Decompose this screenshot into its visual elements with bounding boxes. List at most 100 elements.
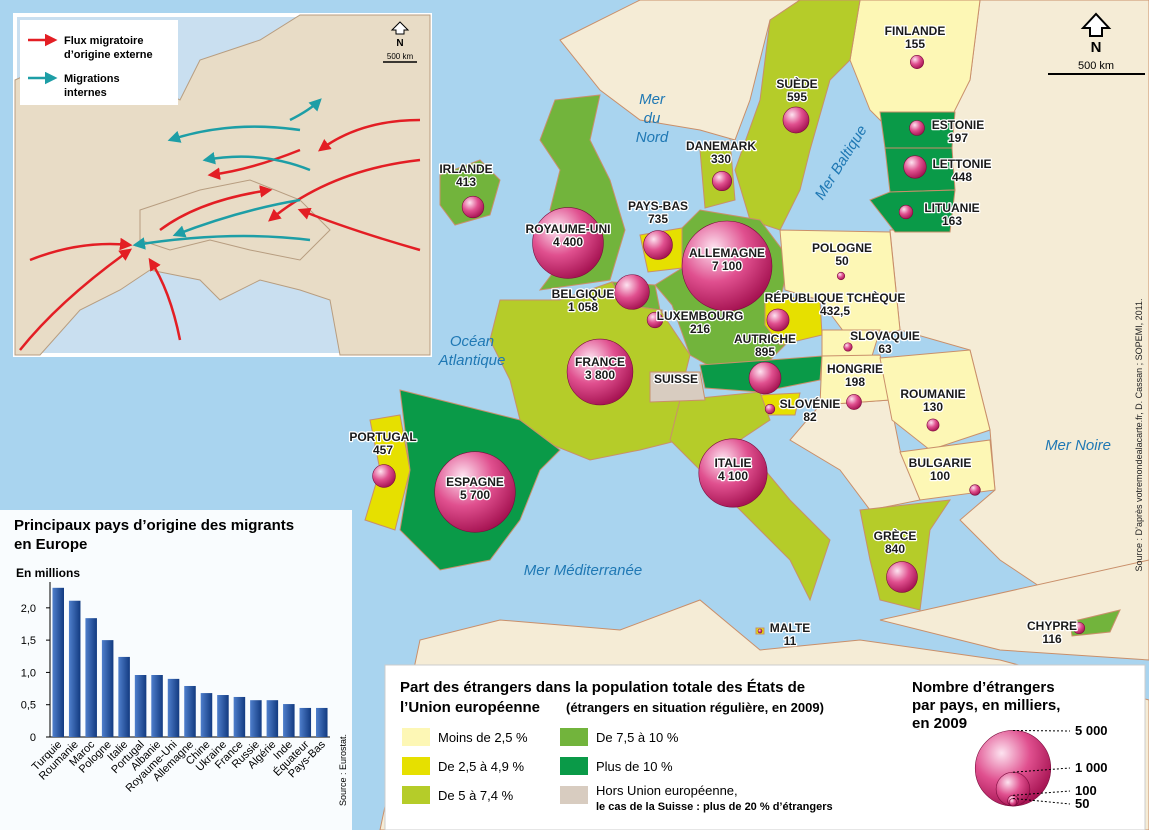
bubble-legend-label: 50 [1075, 796, 1089, 811]
inset-north: N [396, 38, 403, 49]
country-value: 116 [1042, 632, 1062, 646]
bubble-legend-label: 100 [1075, 783, 1097, 798]
y-axis-label: En millions [16, 566, 80, 580]
legend-label: De 5 à 7,4 % [438, 788, 514, 803]
sea-name: Nord [636, 129, 669, 146]
country-value: 5 700 [460, 488, 490, 502]
y-tick-label: 0 [30, 732, 36, 744]
country-value: 413 [456, 175, 476, 189]
country-bubble [614, 274, 650, 310]
bar [101, 640, 114, 737]
bar [299, 707, 312, 737]
country-value: 595 [787, 90, 807, 104]
country-bubble [461, 195, 485, 219]
chart-title: Principaux pays d’origine des migrants [14, 517, 294, 534]
country-name: MALTE [770, 621, 810, 635]
bar [250, 700, 262, 737]
bar [118, 656, 130, 737]
credit: Source : D’après votremondealacarte.fr, … [1134, 299, 1144, 572]
legend-swatch [402, 728, 430, 746]
country-value: 50 [835, 254, 849, 268]
country-name: RÉPUBLIQUE TCHÈQUE [765, 290, 906, 305]
country-value: 3 800 [585, 368, 615, 382]
bubble-legend-title: Nombre d’étrangers [912, 679, 1055, 696]
country-name: ALLEMAGNE [689, 246, 765, 260]
country-name: PORTUGAL [349, 430, 416, 444]
legend-bubble [1008, 798, 1018, 807]
inset-scale: 500 km [387, 52, 414, 61]
legend-label: De 2,5 à 4,9 % [438, 759, 524, 774]
bubble-legend-title: en 2009 [912, 715, 967, 732]
country-name: BULGARIE [909, 456, 972, 470]
legend-swatch [560, 757, 588, 775]
country-value: 198 [845, 375, 865, 389]
country-name: CHYPRE [1027, 619, 1077, 633]
country-bubble [372, 464, 396, 488]
country-name: ROYAUME-UNI [526, 222, 611, 236]
country-value: 216 [690, 322, 710, 336]
leader [1012, 790, 1071, 796]
country-value: 63 [878, 342, 892, 356]
country-name: GRÈCE [874, 528, 917, 543]
country-bubble [434, 451, 516, 533]
country-name: SLOVAQUIE [850, 329, 920, 343]
country-value: 130 [923, 400, 943, 414]
country-value: 100 [930, 469, 950, 483]
country-value: 457 [373, 443, 393, 457]
y-tick-label: 2,0 [21, 603, 36, 615]
chart-source: Source : Eurostat. [338, 734, 348, 806]
sea-name: Mer Noire [1045, 437, 1111, 454]
country-name: FRANCE [575, 355, 625, 369]
bar [217, 695, 229, 737]
country-value: 11 [784, 634, 797, 648]
country-name: AUTRICHE [734, 332, 796, 346]
bubble-legend-label: 5 000 [1075, 723, 1108, 738]
chart-title: en Europe [14, 536, 87, 553]
bar [233, 696, 246, 737]
country-name: LUXEMBOURG [657, 309, 744, 323]
country-bubble [681, 220, 773, 312]
country-name: SUÈDE [776, 76, 817, 91]
country-bubble [886, 561, 918, 593]
legend-title: l’Union européenne [400, 699, 540, 716]
country-name: SUISSE [654, 372, 698, 386]
country-name: HONGRIE [827, 362, 883, 376]
legend-label: Plus de 10 % [596, 759, 673, 774]
country-bubble [926, 418, 940, 432]
scale-label: 500 km [1078, 60, 1114, 72]
legend-swatch [402, 757, 430, 775]
inset-legend-label: d’origine externe [64, 49, 153, 61]
bubble-legend-label: 1 000 [1075, 760, 1108, 775]
country-bubble [757, 628, 763, 634]
leader [1012, 797, 1071, 805]
country-bubble [532, 207, 604, 279]
country-value: 163 [942, 214, 962, 228]
country-bubble [711, 170, 733, 192]
bar [200, 693, 213, 737]
country-name: IRLANDE [439, 162, 492, 176]
inset-legend-label: Migrations [64, 73, 120, 85]
country-name: DANEMARK [686, 139, 756, 153]
country-shape [538, 94, 626, 291]
country-name: POLOGNE [812, 241, 872, 255]
country-bubble [843, 342, 853, 352]
country-shape [439, 159, 501, 226]
leader [1012, 729, 1071, 732]
country-value: 895 [755, 345, 775, 359]
country-name: SLOVÉNIE [780, 396, 841, 411]
country-bubble [898, 204, 914, 220]
country-value: 4 100 [718, 469, 748, 483]
bar [68, 600, 81, 737]
country-bubble [969, 484, 981, 496]
bar [85, 618, 97, 737]
legend-title: Part des étrangers dans la population to… [400, 679, 805, 696]
country-name: ROUMANIE [900, 387, 965, 401]
inset-map: N 500 km Flux migratoire d’origine extern… [13, 13, 432, 357]
bar [52, 587, 64, 737]
country-name: ESTONIE [932, 118, 984, 132]
country-value: 432,5 [820, 304, 850, 318]
sea-name: Océan [450, 333, 494, 350]
legend-label: De 7,5 à 10 % [596, 730, 679, 745]
bubble-legend-title: par pays, en milliers, [912, 697, 1060, 714]
